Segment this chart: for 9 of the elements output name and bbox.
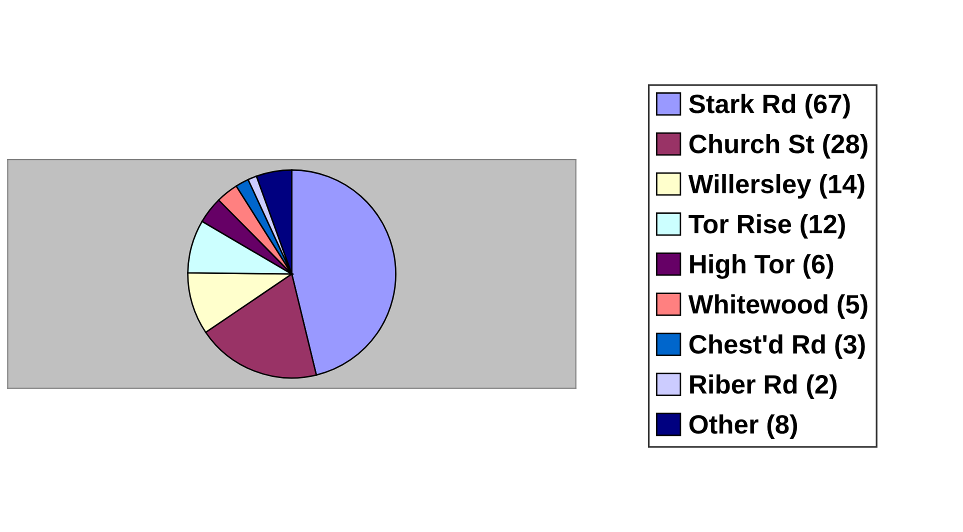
legend-label: Tor Rise (12)	[688, 214, 845, 239]
legend-label: High Tor (6)	[690, 254, 834, 279]
legend-label: Whitewood (5)	[688, 294, 868, 319]
legend-label: Other (8)	[689, 414, 798, 440]
legend-label: Willersley (14)	[688, 174, 864, 199]
legend-label: Riber Rd (2)	[690, 374, 837, 399]
legend-label: Stark Rd (67)	[689, 94, 850, 119]
legend-label: Chest'd Rd (3)	[689, 334, 865, 359]
legend-label: Church St (28)	[689, 134, 868, 159]
